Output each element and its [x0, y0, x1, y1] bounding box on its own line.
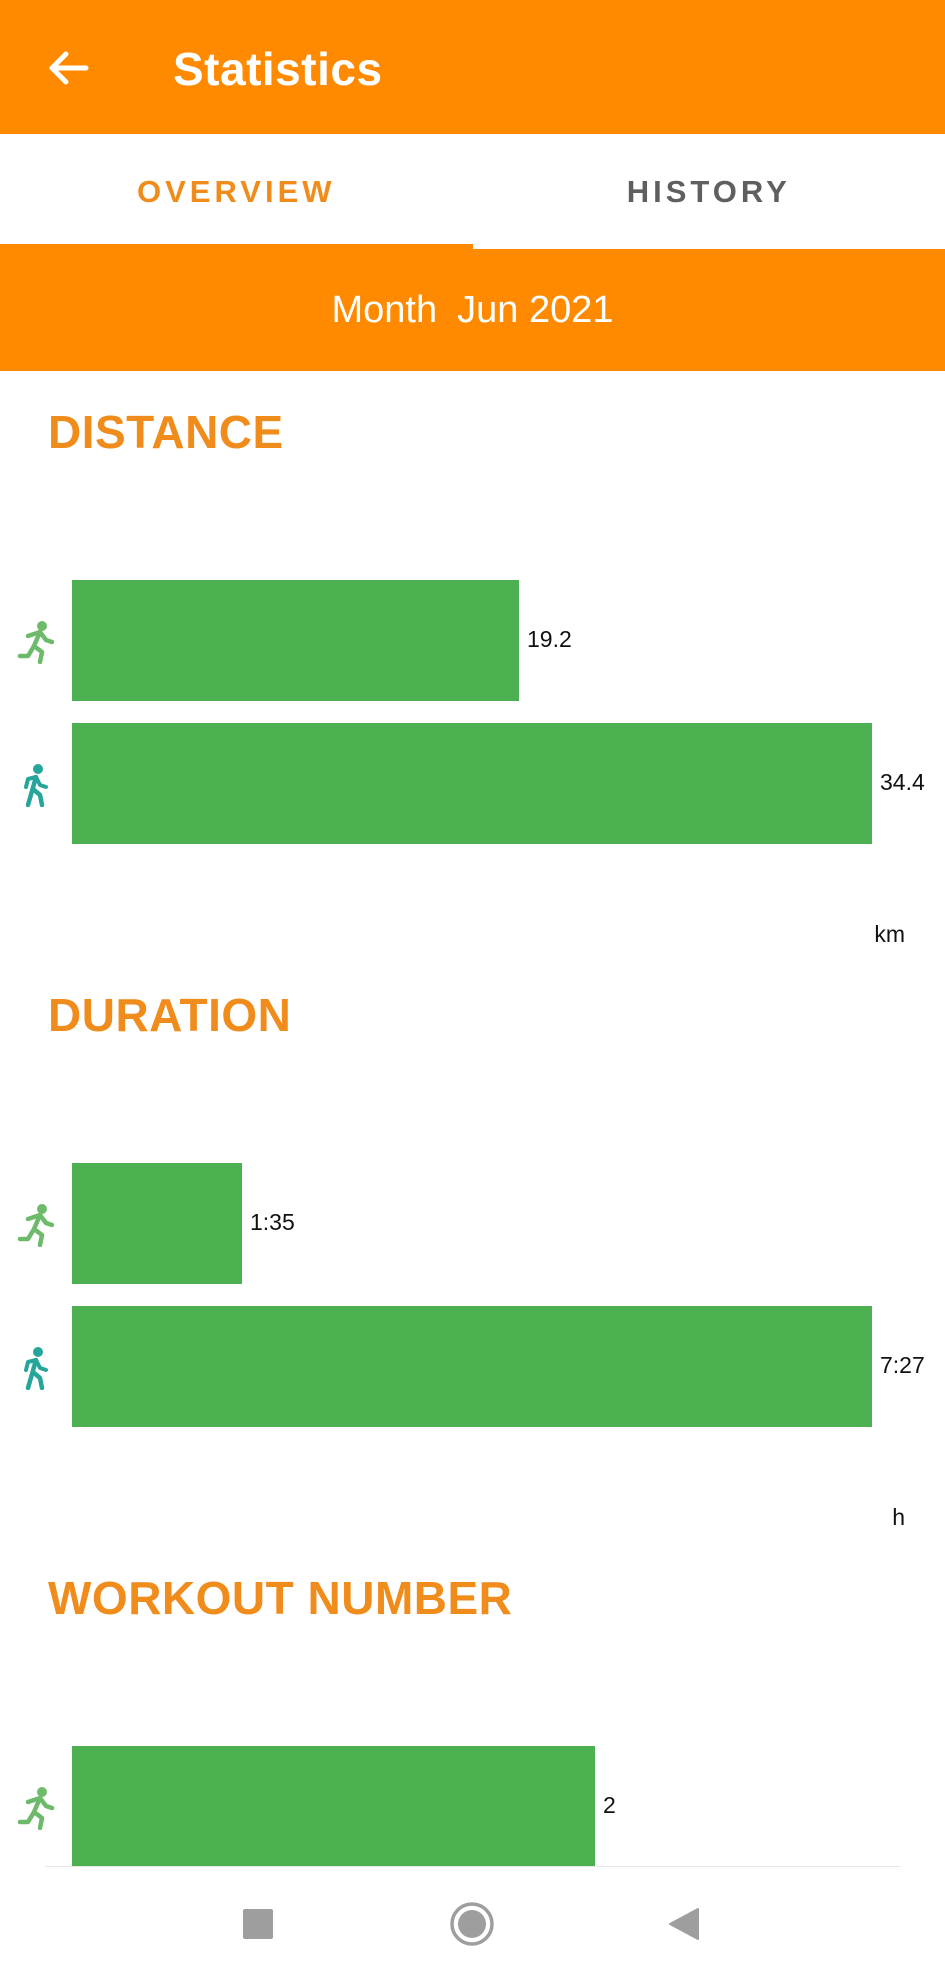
- system-back-button[interactable]: [638, 1866, 728, 1981]
- workouts-bar-running: [72, 1746, 595, 1866]
- workouts-row-running: 2: [0, 1746, 945, 1866]
- recents-square-icon: [243, 1908, 273, 1939]
- walking-icon: [24, 1347, 48, 1390]
- nav-divider: [45, 1866, 900, 1867]
- tab-indicator: [0, 244, 473, 249]
- distance-value-running: 19.2: [527, 626, 572, 652]
- system-nav-bar: [0, 1866, 945, 1981]
- tab-overview-label: OVERVIEW: [136, 173, 336, 209]
- arrow-back-icon: [49, 51, 89, 85]
- home-button[interactable]: [427, 1866, 517, 1981]
- workouts-value-running: 2: [603, 1792, 616, 1818]
- duration-value-running: 1:35: [250, 1209, 295, 1235]
- distance-unit: km: [874, 921, 905, 947]
- distance-title: DISTANCE: [48, 406, 284, 458]
- recents-button[interactable]: [213, 1866, 303, 1981]
- distance-bar-running: [72, 580, 519, 701]
- running-icon: [17, 1787, 55, 1830]
- period-value: Jun 2021: [457, 288, 614, 331]
- workouts-title: WORKOUT NUMBER: [48, 1572, 513, 1624]
- tab-history[interactable]: HISTORY: [473, 134, 945, 249]
- distance-value-walking: 34.4: [880, 769, 925, 795]
- running-icon: [17, 621, 55, 664]
- tab-bar: OVERVIEW HISTORY: [0, 134, 945, 249]
- home-circle-icon: [450, 1901, 494, 1946]
- duration-title: DURATION: [48, 989, 292, 1041]
- walking-icon: [24, 764, 48, 807]
- page-title: Statistics: [173, 43, 383, 95]
- tab-overview[interactable]: OVERVIEW: [0, 134, 473, 249]
- statistics-content: DISTANCE 19.2 34.4 km DURATION: [0, 371, 945, 1866]
- duration-row-walking: 7:27: [0, 1306, 945, 1427]
- duration-bar-walking: [72, 1306, 872, 1427]
- period-selector[interactable]: Month Jun 2021: [0, 249, 945, 371]
- back-triangle-icon: [669, 1907, 699, 1940]
- duration-value-walking: 7:27: [880, 1352, 925, 1378]
- distance-row-running: 19.2: [0, 580, 945, 701]
- duration-bar-running: [72, 1163, 242, 1284]
- tab-history-label: HISTORY: [626, 173, 791, 209]
- app-bar: Statistics: [0, 0, 945, 134]
- duration-unit: h: [892, 1504, 905, 1530]
- period-label: Month: [331, 288, 438, 331]
- distance-bar-walking: [72, 723, 872, 844]
- distance-row-walking: 34.4: [0, 723, 945, 844]
- running-icon: [17, 1204, 55, 1247]
- back-button[interactable]: [36, 36, 100, 100]
- duration-row-running: 1:35: [0, 1163, 945, 1284]
